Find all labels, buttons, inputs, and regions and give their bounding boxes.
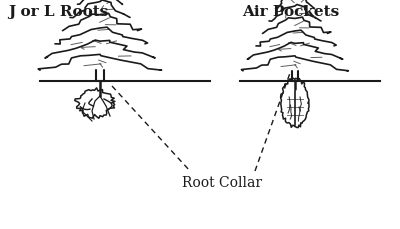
- Text: Root Collar: Root Collar: [182, 175, 262, 189]
- Text: J or L Roots: J or L Roots: [8, 5, 108, 19]
- Text: Air Pockets: Air Pockets: [242, 5, 339, 19]
